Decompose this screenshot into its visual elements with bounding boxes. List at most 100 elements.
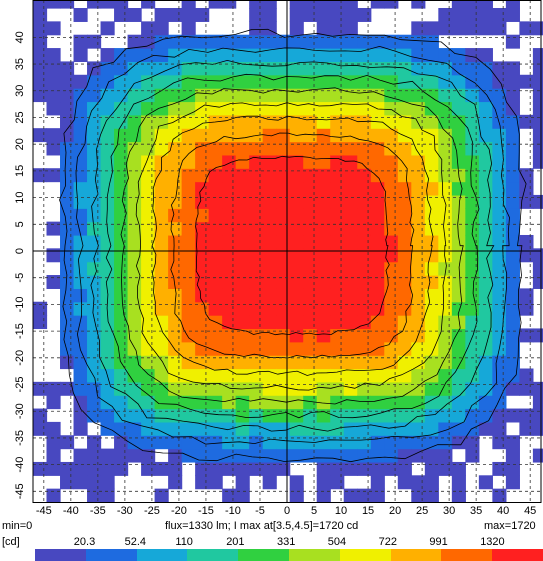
heatmap-cell <box>262 21 277 36</box>
heatmap-cell <box>222 395 237 410</box>
heatmap-cell <box>46 448 61 463</box>
heatmap-cell <box>303 341 318 356</box>
x-tick-label: -40 <box>63 505 79 517</box>
heatmap-cell <box>100 0 115 9</box>
heatmap-cell <box>127 48 142 63</box>
heatmap-cell <box>100 141 115 156</box>
heatmap-cell <box>330 448 345 463</box>
heatmap-cell <box>114 154 129 169</box>
heatmap-cell <box>33 301 48 316</box>
heatmap-cell <box>235 261 250 276</box>
heatmap-cell <box>384 48 399 63</box>
heatmap-cell <box>222 448 237 463</box>
heatmap-cell <box>478 315 493 330</box>
heatmap-cell <box>249 448 264 463</box>
heatmap-cell <box>154 88 169 103</box>
heatmap-cell <box>73 34 88 49</box>
heatmap-cell <box>276 261 291 276</box>
heatmap-cell <box>208 181 223 196</box>
heatmap-cell <box>438 48 453 63</box>
heatmap-cell <box>262 48 277 63</box>
heatmap-cell <box>451 61 466 76</box>
heatmap-cell <box>465 328 480 343</box>
heatmap-cell <box>451 128 466 143</box>
heatmap-cell <box>276 48 291 63</box>
heatmap-cell <box>154 328 169 343</box>
heatmap-cell <box>114 0 129 9</box>
heatmap-cell <box>330 248 345 263</box>
y-tick-label: 0 <box>14 248 26 254</box>
heatmap-cell <box>222 488 237 503</box>
heatmap-cell <box>114 288 129 303</box>
heatmap-cell <box>397 208 412 223</box>
heatmap-cell <box>208 261 223 276</box>
heatmap-cell <box>46 435 61 450</box>
heatmap-cell <box>532 101 543 116</box>
heatmap-cell <box>424 248 439 263</box>
heatmap-cell <box>384 141 399 156</box>
heatmap-cell <box>289 234 304 249</box>
heatmap-cell <box>478 88 493 103</box>
heatmap-cell <box>505 0 520 9</box>
heatmap-cell <box>424 141 439 156</box>
y-tick-label: -5 <box>14 273 26 283</box>
heatmap-cell <box>154 368 169 383</box>
heatmap-cell <box>262 328 277 343</box>
heatmap-cell <box>181 355 196 370</box>
heatmap-cell <box>330 34 345 49</box>
heatmap-cell <box>384 61 399 76</box>
heatmap-cell <box>168 128 183 143</box>
heatmap-cell <box>222 234 237 249</box>
heatmap-cell <box>505 34 520 49</box>
heatmap-cell <box>46 128 61 143</box>
heatmap-cell <box>46 101 61 116</box>
heatmap-cell <box>303 8 318 22</box>
heatmap-cell <box>330 61 345 76</box>
heatmap-cell <box>411 421 426 436</box>
heatmap-cell <box>262 181 277 196</box>
heatmap-cell <box>249 114 264 129</box>
heatmap-cell <box>384 275 399 289</box>
heatmap-cell <box>195 341 210 356</box>
heatmap-cell <box>411 34 426 49</box>
heatmap-cell <box>384 128 399 143</box>
heatmap-cell <box>465 395 480 410</box>
heatmap-cell <box>141 168 156 183</box>
heatmap-cell <box>451 381 466 396</box>
heatmap-cell <box>127 301 142 316</box>
heatmap-cell <box>60 101 75 116</box>
heatmap-cell <box>357 168 372 183</box>
heatmap-cell <box>46 0 61 9</box>
heatmap-cell <box>60 315 75 330</box>
heatmap-cell <box>424 315 439 330</box>
heatmap-cell <box>87 341 102 356</box>
heatmap-cell <box>478 261 493 276</box>
heatmap-cell <box>73 421 88 436</box>
heatmap-cell <box>100 181 115 196</box>
heatmap-cell <box>208 221 223 236</box>
heatmap-cell <box>357 435 372 450</box>
heatmap-cell <box>424 381 439 396</box>
heatmap-cell <box>532 381 543 396</box>
heatmap-cell <box>438 368 453 383</box>
heatmap-cell <box>100 234 115 249</box>
heatmap-cell <box>154 435 169 450</box>
heatmap-cell <box>127 181 142 196</box>
heatmap-cell <box>478 0 493 9</box>
heatmap-cell <box>249 101 264 116</box>
heatmap-cell <box>127 381 142 396</box>
heatmap-cell <box>235 421 250 436</box>
heatmap-cell <box>505 88 520 103</box>
heatmap-cell <box>465 101 480 116</box>
heatmap-cell <box>289 8 304 22</box>
heatmap-cell <box>208 435 223 450</box>
heatmap-cell <box>235 61 250 76</box>
heatmap-cell <box>195 275 210 289</box>
heatmap-cell <box>478 368 493 383</box>
heatmap-cell <box>168 181 183 196</box>
heatmap-cell <box>100 154 115 169</box>
heatmap-cell <box>208 194 223 209</box>
heatmap-cell <box>276 461 291 476</box>
heatmap-cell <box>451 435 466 450</box>
heatmap-cell <box>519 21 534 36</box>
